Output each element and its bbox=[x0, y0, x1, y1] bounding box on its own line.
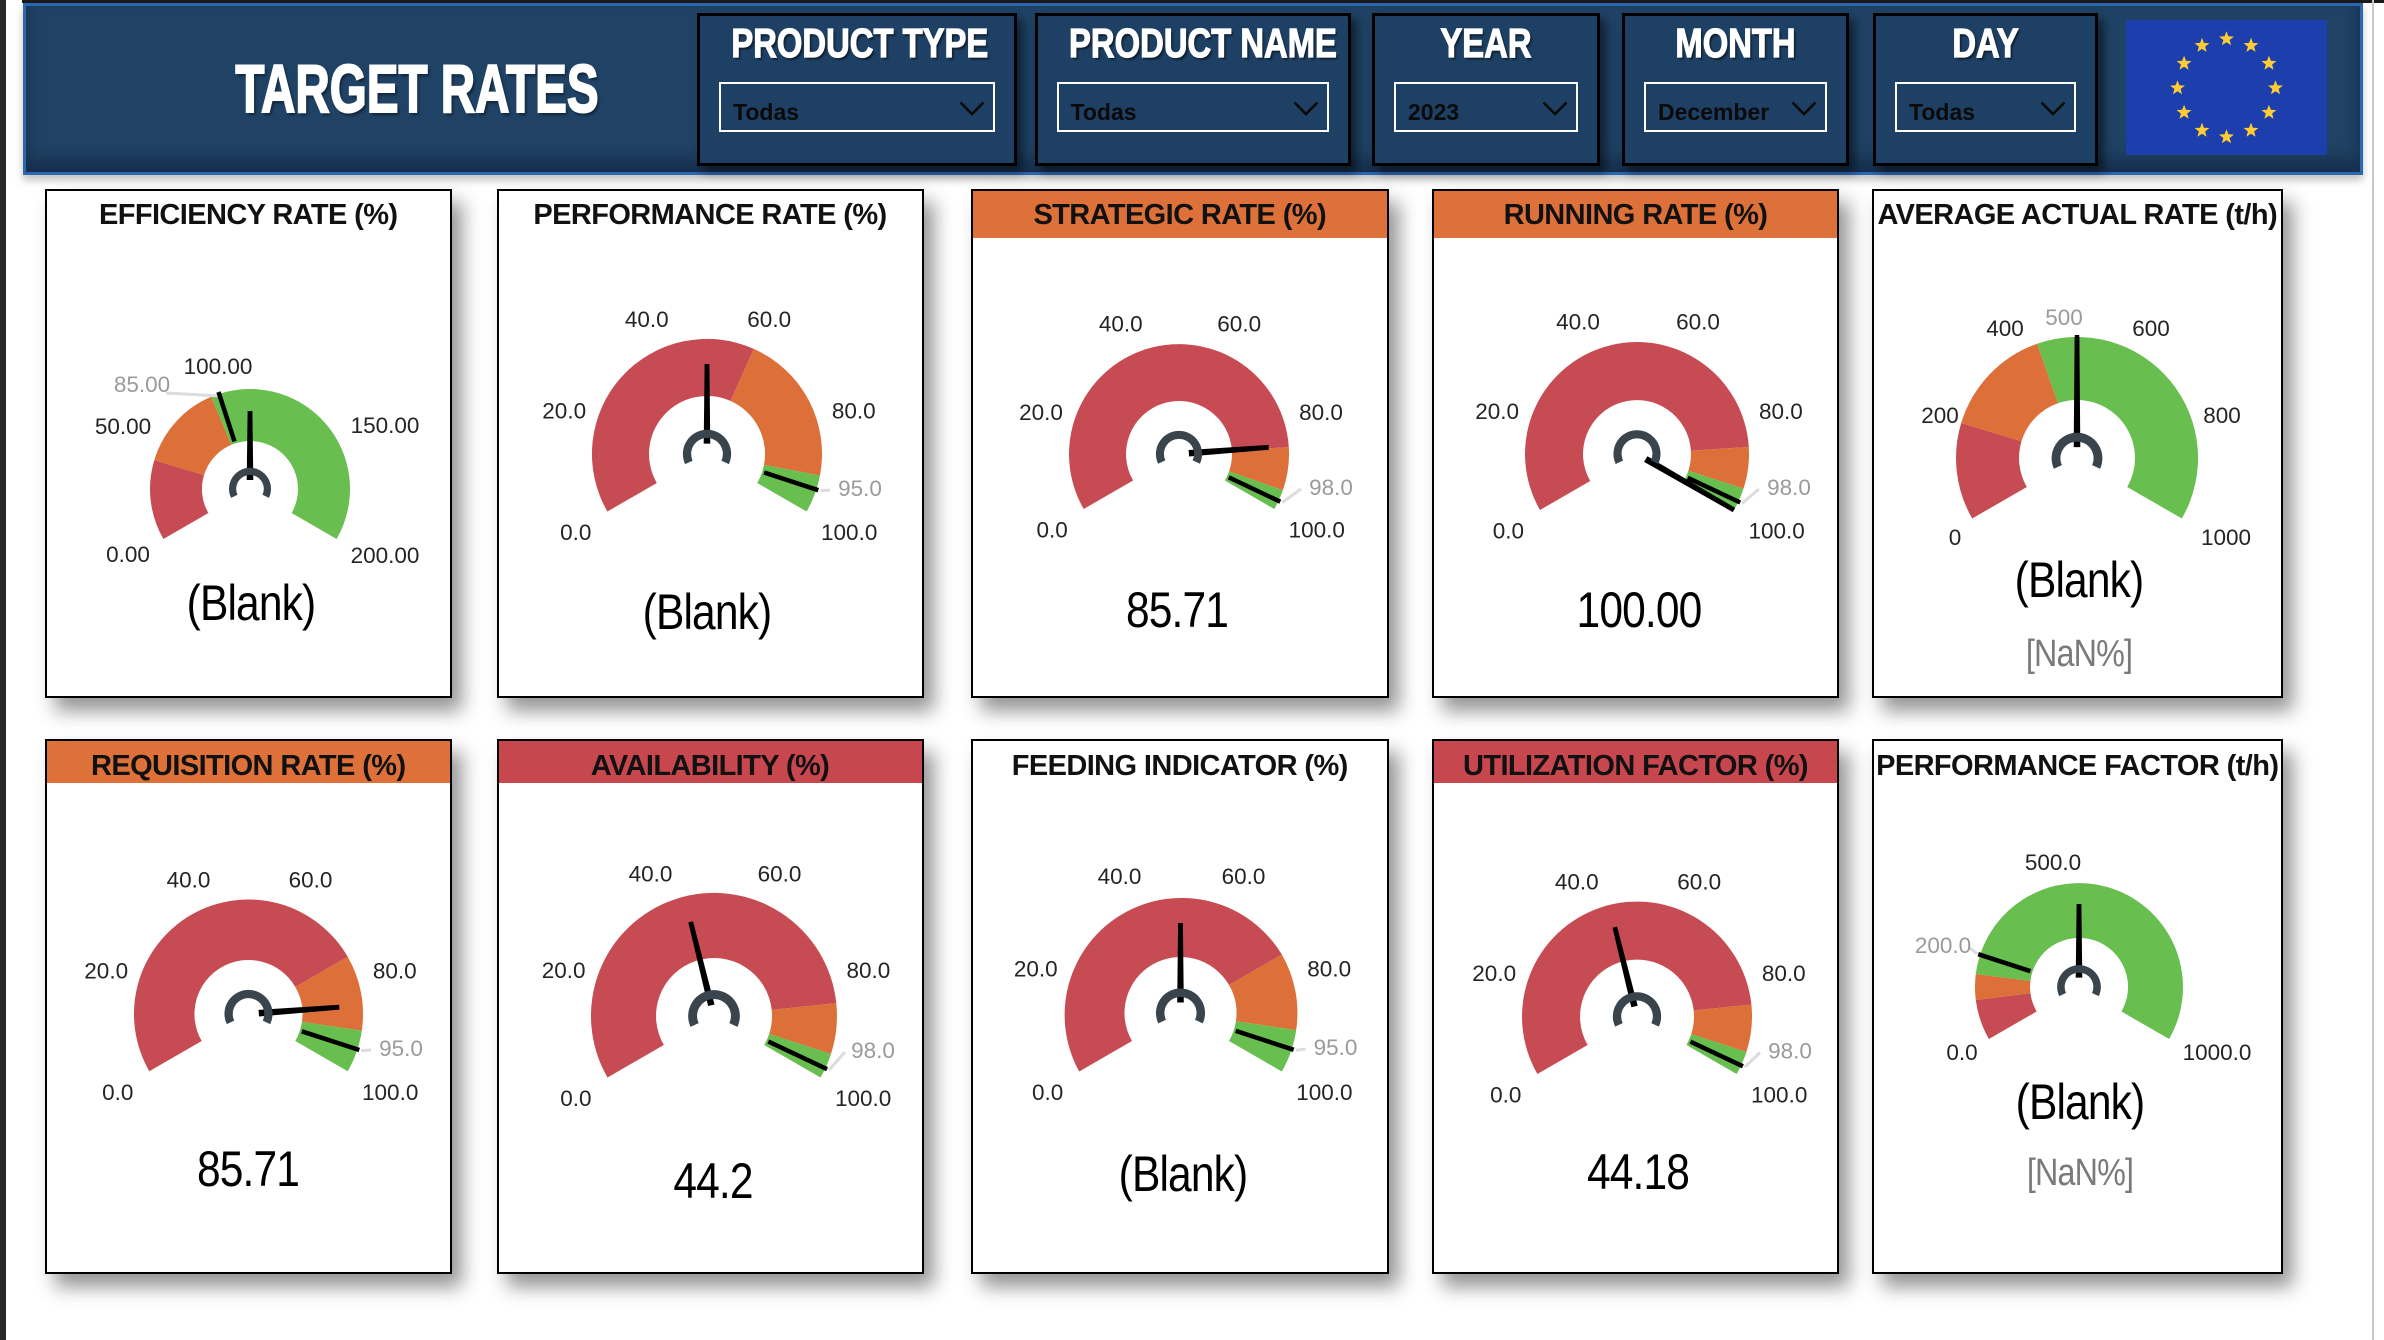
svg-text:80.0: 80.0 bbox=[1762, 961, 1806, 986]
svg-text:1000: 1000 bbox=[2201, 525, 2251, 550]
svg-text:80.0: 80.0 bbox=[832, 398, 876, 423]
svg-text:20.0: 20.0 bbox=[1472, 961, 1516, 986]
svg-text:20.0: 20.0 bbox=[542, 958, 586, 983]
svg-text:400: 400 bbox=[1986, 316, 2024, 341]
svg-text:0.0: 0.0 bbox=[1490, 1083, 1521, 1108]
svg-text:0.0: 0.0 bbox=[1037, 518, 1068, 543]
svg-text:60.0: 60.0 bbox=[1222, 864, 1266, 889]
svg-text:0.0: 0.0 bbox=[102, 1080, 133, 1105]
svg-text:20.0: 20.0 bbox=[1014, 957, 1058, 982]
svg-text:0.0: 0.0 bbox=[1493, 519, 1524, 544]
svg-text:0.0: 0.0 bbox=[1032, 1080, 1063, 1105]
svg-text:20.0: 20.0 bbox=[1019, 400, 1063, 425]
svg-text:60.0: 60.0 bbox=[758, 862, 802, 887]
svg-text:100.0: 100.0 bbox=[835, 1086, 891, 1111]
svg-text:20.0: 20.0 bbox=[542, 398, 586, 423]
svg-text:200: 200 bbox=[1921, 403, 1959, 428]
svg-text:100.0: 100.0 bbox=[1751, 1083, 1807, 1108]
svg-text:98.0: 98.0 bbox=[1309, 475, 1353, 500]
svg-text:98.0: 98.0 bbox=[851, 1038, 895, 1063]
svg-text:100.0: 100.0 bbox=[1289, 518, 1345, 543]
svg-text:200.0: 200.0 bbox=[1915, 933, 1971, 958]
svg-text:85.00: 85.00 bbox=[114, 372, 170, 397]
svg-text:60.0: 60.0 bbox=[1676, 310, 1720, 335]
svg-text:0: 0 bbox=[1949, 525, 1962, 550]
svg-text:95.0: 95.0 bbox=[379, 1036, 423, 1061]
svg-text:600: 600 bbox=[2132, 316, 2170, 341]
svg-text:500: 500 bbox=[2045, 305, 2083, 330]
svg-text:0.0: 0.0 bbox=[560, 1086, 591, 1111]
svg-text:40.0: 40.0 bbox=[1555, 869, 1599, 894]
svg-text:20.0: 20.0 bbox=[84, 958, 128, 983]
svg-text:95.0: 95.0 bbox=[1314, 1035, 1358, 1060]
svg-text:40.0: 40.0 bbox=[1099, 311, 1143, 336]
svg-text:60.0: 60.0 bbox=[747, 307, 791, 332]
svg-text:80.0: 80.0 bbox=[1299, 400, 1343, 425]
svg-text:0.0: 0.0 bbox=[1946, 1040, 1977, 1065]
svg-text:80.0: 80.0 bbox=[1307, 957, 1351, 982]
svg-text:20.0: 20.0 bbox=[1475, 399, 1519, 424]
svg-text:98.0: 98.0 bbox=[1767, 475, 1811, 500]
svg-text:60.0: 60.0 bbox=[289, 867, 333, 892]
svg-text:100.0: 100.0 bbox=[1748, 519, 1804, 544]
svg-text:80.0: 80.0 bbox=[847, 958, 891, 983]
svg-text:40.0: 40.0 bbox=[629, 862, 673, 887]
svg-text:100.0: 100.0 bbox=[1296, 1080, 1352, 1105]
svg-text:60.0: 60.0 bbox=[1217, 311, 1261, 336]
svg-text:40.0: 40.0 bbox=[625, 307, 669, 332]
svg-text:80.0: 80.0 bbox=[373, 958, 417, 983]
svg-text:40.0: 40.0 bbox=[167, 867, 211, 892]
svg-text:40.0: 40.0 bbox=[1098, 864, 1142, 889]
svg-text:98.0: 98.0 bbox=[1768, 1039, 1812, 1064]
svg-text:40.0: 40.0 bbox=[1556, 310, 1600, 335]
svg-text:60.0: 60.0 bbox=[1677, 869, 1721, 894]
svg-text:0.00: 0.00 bbox=[106, 542, 150, 567]
svg-text:80.0: 80.0 bbox=[1759, 399, 1803, 424]
svg-text:100.00: 100.00 bbox=[184, 354, 253, 379]
svg-text:150.00: 150.00 bbox=[351, 413, 420, 438]
svg-text:0.0: 0.0 bbox=[560, 520, 591, 545]
svg-text:95.0: 95.0 bbox=[838, 476, 882, 501]
svg-text:1000.0: 1000.0 bbox=[2183, 1040, 2252, 1065]
svg-text:50.00: 50.00 bbox=[95, 414, 151, 439]
svg-text:200.00: 200.00 bbox=[351, 543, 420, 568]
svg-text:100.0: 100.0 bbox=[362, 1080, 418, 1105]
svg-text:800: 800 bbox=[2203, 403, 2241, 428]
svg-text:100.0: 100.0 bbox=[821, 520, 877, 545]
svg-text:500.0: 500.0 bbox=[2025, 850, 2081, 875]
